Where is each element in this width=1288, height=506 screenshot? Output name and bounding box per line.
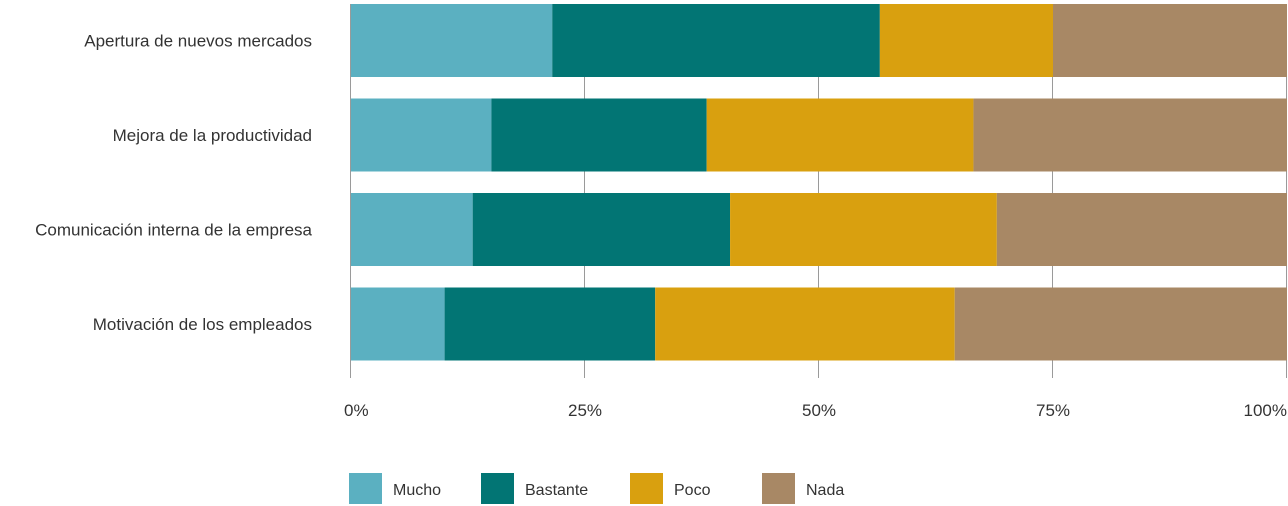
bar-bastante-1: [552, 4, 880, 77]
x-tick-label: 0%: [344, 401, 369, 420]
x-axis: 0% 25% 50% 75% 100%: [344, 401, 1287, 420]
legend-label-mucho: Mucho: [393, 482, 441, 499]
legend-label-poco: Poco: [674, 482, 711, 499]
bar-poco-4: [655, 287, 955, 361]
bar-mucho-1: [351, 4, 553, 77]
category-label: Comunicación interna de la empresa: [35, 221, 312, 240]
bar-poco-3: [730, 193, 997, 266]
bar-mucho-3: [351, 193, 473, 266]
category-labels: Apertura de nuevos mercados Mejora de la …: [35, 32, 312, 335]
bar-nada-2: [973, 98, 1287, 172]
category-label: Motivación de los empleados: [93, 315, 312, 334]
x-tick-label: 100%: [1244, 401, 1287, 420]
legend-label-bastante: Bastante: [525, 482, 588, 499]
bar-bastante-2: [491, 98, 707, 172]
bars: [351, 4, 1287, 361]
legend: Mucho Bastante Poco Nada: [349, 473, 844, 504]
category-label: Mejora de la productividad: [113, 126, 312, 145]
bar-mucho-4: [351, 287, 445, 361]
bar-bastante-4: [444, 287, 656, 361]
bar-nada-1: [1053, 4, 1287, 77]
category-label: Apertura de nuevos mercados: [84, 32, 312, 51]
legend-swatch-bastante: [481, 473, 514, 504]
bar-nada-3: [996, 193, 1287, 266]
legend-swatch-poco: [630, 473, 663, 504]
bar-poco-1: [879, 4, 1053, 77]
bar-poco-2: [706, 98, 974, 172]
bar-mucho-2: [351, 98, 492, 172]
x-tick-label: 75%: [1036, 401, 1070, 420]
x-tick-label: 25%: [568, 401, 602, 420]
legend-label-nada: Nada: [806, 482, 844, 499]
bar-nada-4: [954, 287, 1287, 361]
legend-swatch-mucho: [349, 473, 382, 504]
x-tick-label: 50%: [802, 401, 836, 420]
legend-swatch-nada: [762, 473, 795, 504]
bar-bastante-3: [472, 193, 731, 266]
